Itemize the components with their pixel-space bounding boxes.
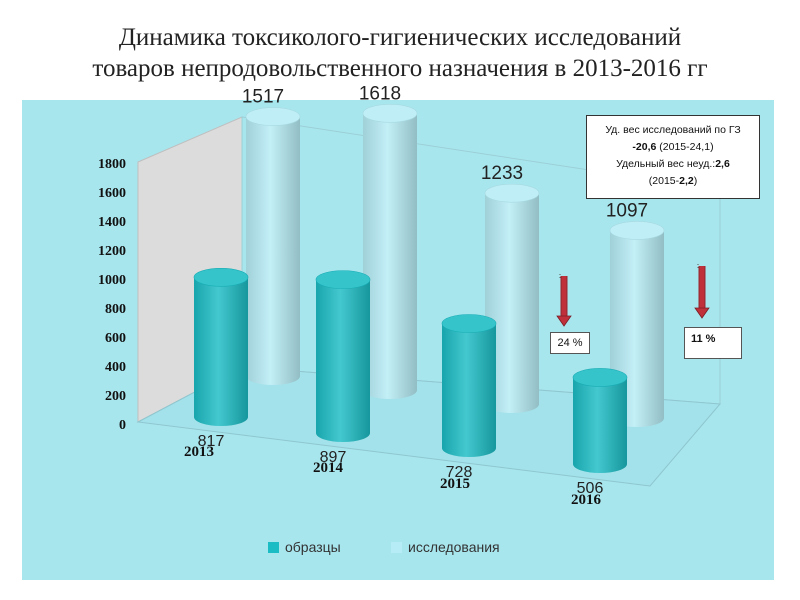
bar-studies-2014-top bbox=[362, 104, 418, 123]
bar-samples-2014-body bbox=[316, 279, 370, 442]
value-label-samples: 897 bbox=[320, 449, 347, 466]
note-line-4-value: 2,2 bbox=[679, 175, 694, 187]
bar-studies-2015-body bbox=[485, 193, 539, 413]
title-line-1: Динамика токсиколого-гигиенических иссле… bbox=[118, 24, 682, 51]
bar-samples-2013-top bbox=[193, 267, 249, 287]
bar-samples-2015 bbox=[441, 314, 497, 457]
bar-studies-2013-body bbox=[246, 116, 300, 385]
bar-samples-2016-top bbox=[572, 368, 628, 387]
value-label-studies: 1517 bbox=[242, 87, 284, 108]
bar-studies-2014 bbox=[362, 104, 418, 400]
bar-samples-2015-body bbox=[442, 323, 496, 457]
value-label-samples: 817 bbox=[198, 433, 225, 450]
bar-samples-2015-top bbox=[441, 314, 497, 333]
note-line-3-value: 2,6 bbox=[715, 158, 730, 170]
badge-11-percent: 11 % bbox=[684, 327, 742, 359]
note-box: Уд. вес исследований по ГЗ -20,6 (2015-2… bbox=[586, 115, 760, 199]
title-line-2: товаров непродовольственного назначения … bbox=[92, 55, 708, 82]
badge-24-percent: 24 % bbox=[550, 332, 590, 354]
bar-studies-2015-top bbox=[484, 183, 540, 203]
note-line-3-prefix: Удельный вес неуд.: bbox=[616, 158, 716, 170]
legend-label-samples: образцы bbox=[285, 539, 341, 555]
y-tick-label: 1000 bbox=[98, 273, 126, 288]
bar-samples-2013-body bbox=[194, 277, 248, 426]
legend-swatch-studies bbox=[391, 542, 402, 553]
x-tick-label: 2013 bbox=[184, 444, 214, 460]
value-label-samples: 506 bbox=[577, 480, 604, 497]
bar-samples-2014 bbox=[315, 270, 371, 442]
bar-studies-2014-body bbox=[363, 113, 417, 400]
x-tick-label: 2016 bbox=[571, 492, 602, 508]
note-line-1: Уд. вес исследований по ГЗ bbox=[605, 124, 741, 136]
value-label-studies: 1233 bbox=[481, 163, 523, 184]
bar-samples-2013 bbox=[193, 267, 249, 426]
decrease-arrow-icon bbox=[694, 264, 710, 319]
note-line-2-value: -20,6 bbox=[632, 141, 657, 153]
legend-label-studies: исследования bbox=[408, 539, 500, 555]
bar-studies-2015 bbox=[484, 183, 540, 413]
bar-studies-2016-top bbox=[609, 221, 665, 240]
decrease-arrow-icon bbox=[556, 274, 572, 327]
note-line-4-suffix: ) bbox=[693, 175, 698, 187]
bar-studies-2013 bbox=[245, 107, 301, 385]
value-label-samples: 728 bbox=[446, 464, 473, 481]
note-line-2-rest: (2015-24,1) bbox=[656, 141, 714, 153]
chart-title: Динамика токсиколого-гигиенических иссле… bbox=[0, 22, 800, 84]
x-tick-label: 2014 bbox=[313, 460, 344, 476]
y-tick-label: 200 bbox=[105, 389, 126, 404]
bar-samples-2014-top bbox=[315, 270, 371, 289]
x-tick-label: 2015 bbox=[440, 476, 470, 492]
y-tick-label: 800 bbox=[105, 302, 126, 317]
y-tick-label: 1800 bbox=[98, 157, 126, 172]
bar-samples-2016 bbox=[572, 368, 628, 473]
y-tick-label: 400 bbox=[105, 360, 126, 375]
bar-samples-2016-body bbox=[573, 377, 627, 473]
bar-studies-2013-top bbox=[245, 107, 301, 126]
legend-swatch-samples bbox=[268, 542, 279, 553]
y-tick-label: 1600 bbox=[98, 186, 126, 201]
legend: образцы исследования bbox=[0, 539, 800, 559]
y-tick-label: 600 bbox=[105, 331, 126, 346]
y-tick-label: 1200 bbox=[98, 244, 126, 259]
y-tick-label: 1400 bbox=[98, 215, 126, 230]
note-line-4-prefix: (2015- bbox=[648, 175, 680, 187]
y-tick-label: 0 bbox=[119, 418, 126, 433]
value-label-studies: 1618 bbox=[359, 83, 401, 104]
value-label-studies: 1097 bbox=[606, 200, 648, 221]
